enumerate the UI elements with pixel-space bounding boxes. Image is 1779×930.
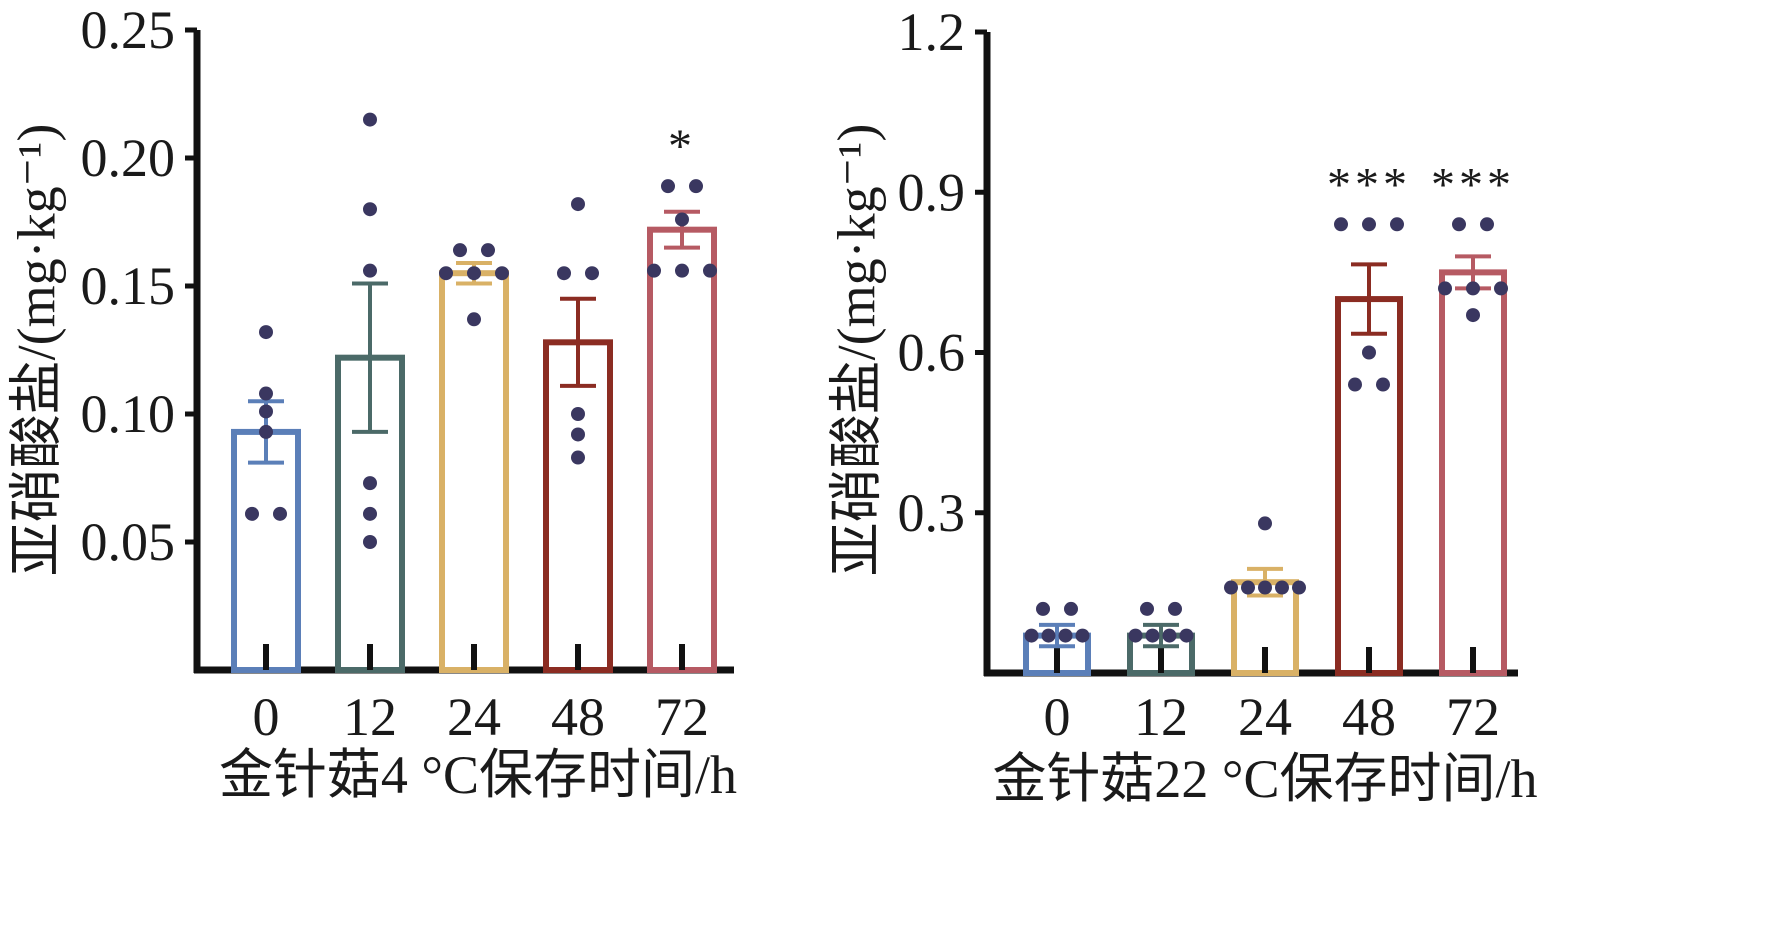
data-point [1466,308,1480,323]
y-tick-label: 1.2 [898,2,966,62]
y-tick-label: 0.9 [898,162,966,222]
data-point [1438,281,1452,296]
data-point [1362,345,1376,360]
y-tick-label: 0.6 [898,323,966,383]
data-point [467,312,481,327]
x-tick-label: 0 [1044,687,1071,747]
data-point [1494,281,1508,296]
data-point [1168,601,1182,616]
y-tick-label: 0.20 [81,128,176,188]
x-tick-label: 24 [1238,687,1292,747]
data-point [1145,628,1160,643]
x-tick-label: 12 [343,687,397,747]
data-point [1466,281,1480,296]
x-axis-title: 金针菇4 °C保存时间/h [219,745,737,805]
y-axis-title: 亚硝酸盐/(mg·kg⁻¹) [6,124,66,577]
data-point [571,197,585,212]
data-point [481,243,495,258]
data-point [259,386,273,401]
x-tick-label: 0 [253,687,280,747]
data-point [439,266,453,281]
data-point [273,506,287,521]
y-tick-label: 0.10 [81,384,176,444]
data-point [363,112,377,127]
data-point [571,450,585,465]
data-point [689,179,703,194]
x-tick-label: 48 [551,687,605,747]
x-axis-title: 金针菇22 °C保存时间/h [992,749,1537,809]
data-point [363,263,377,278]
data-point [259,424,273,439]
bar [439,270,509,673]
data-point [1376,377,1390,392]
data-point [1224,580,1238,595]
data-point [259,404,273,419]
data-point [1275,580,1289,595]
y-tick-label: 0.25 [81,0,176,60]
data-point [1390,217,1404,232]
y-tick-label: 0.15 [81,256,176,316]
data-point [363,476,377,491]
data-point [1362,217,1376,232]
data-point [1075,628,1090,643]
y-tick-label: 0.3 [898,483,966,543]
bar [647,226,717,673]
data-point [661,179,675,194]
significance-marker: *** [1327,158,1411,211]
data-point [467,266,481,281]
data-point [557,266,571,281]
data-point [1024,628,1039,643]
data-point [1036,601,1050,616]
data-point [1292,580,1306,595]
data-point [1179,628,1194,643]
x-tick-label: 72 [655,687,709,747]
x-tick-label: 72 [1446,687,1500,747]
data-point [1058,628,1073,643]
data-point [1334,217,1348,232]
chart-panel-right: 0.3 0.6 0.9 1.2 0 12 24 *** 48 *** 72 亚硝酸盐/(mg·kg⁻¹… [826,2,1537,809]
data-point [1480,217,1494,232]
data-point [1258,516,1272,531]
data-point [675,212,689,227]
bar [543,339,613,673]
significance-marker: * [668,120,696,173]
data-point [363,535,377,549]
data-point [245,506,259,521]
data-point [259,325,273,340]
data-point [453,243,467,258]
data-point [1064,601,1078,616]
data-point [1348,377,1362,392]
data-point [571,407,585,421]
data-point [363,506,377,521]
data-point [1452,217,1466,232]
data-point [571,427,585,442]
significance-marker: *** [1431,158,1515,211]
chart-panel-left: 0.05 0.10 0.15 0.20 0.25 0 12 24 48 * 72 亚硝酸盐/(mg·k… [6,0,737,805]
data-point [1128,628,1143,643]
data-point [495,266,509,281]
data-point [1162,628,1177,643]
x-tick-label: 12 [1134,687,1188,747]
data-point [363,202,377,217]
x-tick-label: 48 [1342,687,1396,747]
bar [1335,296,1403,676]
data-point [585,266,599,281]
data-point [1258,580,1272,595]
data-point [1241,580,1255,595]
data-point [1041,628,1056,643]
data-point [1140,601,1154,616]
data-point [675,263,689,278]
data-point [703,263,717,278]
bar [1439,269,1507,676]
x-tick-label: 24 [447,687,501,747]
y-axis-title: 亚硝酸盐/(mg·kg⁻¹) [826,124,886,577]
bar [231,428,301,674]
y-tick-label: 0.05 [81,512,176,572]
data-point [647,263,661,278]
